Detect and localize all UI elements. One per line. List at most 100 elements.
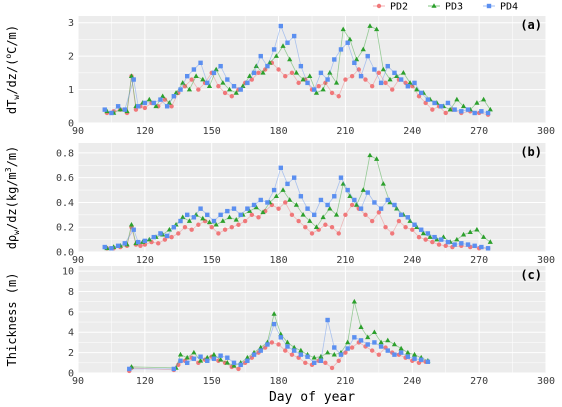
data-point bbox=[196, 87, 201, 92]
data-point bbox=[117, 106, 123, 112]
data-point bbox=[180, 214, 186, 220]
data-point bbox=[185, 360, 190, 366]
data-point bbox=[372, 67, 377, 72]
data-point bbox=[351, 298, 357, 304]
data-point bbox=[298, 347, 304, 353]
data-point bbox=[169, 234, 174, 240]
data-point bbox=[405, 84, 411, 89]
series-line bbox=[129, 319, 429, 370]
data-point bbox=[115, 104, 121, 109]
data-point bbox=[222, 227, 228, 232]
data-point bbox=[367, 23, 373, 28]
data-point bbox=[358, 338, 364, 343]
data-point bbox=[245, 358, 250, 363]
data-point bbox=[474, 100, 480, 105]
data-point bbox=[407, 80, 413, 85]
data-point bbox=[142, 238, 148, 244]
data-point bbox=[367, 152, 373, 158]
data-point bbox=[465, 242, 471, 247]
data-point bbox=[278, 331, 284, 337]
data-point bbox=[369, 348, 375, 353]
data-point bbox=[420, 230, 427, 236]
data-point bbox=[487, 239, 493, 244]
data-point bbox=[231, 206, 237, 211]
data-point bbox=[276, 342, 281, 347]
data-point bbox=[485, 110, 491, 116]
legend-label: PD3 bbox=[445, 2, 463, 13]
data-point bbox=[211, 356, 217, 361]
data-point bbox=[135, 104, 141, 109]
panel-2: 90 120 150 180 210 240 270 300 0 2 4 6 8 10 (c) Thickne… bbox=[5, 266, 555, 405]
series-pd4 bbox=[102, 165, 491, 251]
data-point bbox=[293, 70, 299, 75]
y-axis-label-sub: w bbox=[12, 95, 21, 100]
data-point bbox=[184, 354, 190, 360]
data-point bbox=[358, 206, 364, 211]
y-tick-label: 0 bbox=[68, 119, 74, 130]
data-point bbox=[398, 212, 404, 218]
data-point bbox=[407, 218, 413, 223]
data-point bbox=[343, 212, 348, 218]
data-point bbox=[247, 208, 253, 213]
data-point bbox=[122, 107, 127, 112]
data-point bbox=[122, 241, 127, 246]
data-point bbox=[459, 241, 464, 246]
x-tick-label: 210 bbox=[336, 126, 354, 137]
data-point bbox=[323, 222, 328, 227]
data-point bbox=[280, 187, 286, 192]
data-point bbox=[327, 70, 333, 75]
x-tick-label: 120 bbox=[136, 376, 154, 387]
series-pd3 bbox=[104, 23, 493, 115]
data-point bbox=[284, 339, 291, 345]
data-point bbox=[283, 200, 288, 205]
series-pd2 bbox=[104, 200, 491, 251]
data-point bbox=[245, 80, 250, 86]
data-point bbox=[385, 337, 391, 343]
data-point bbox=[151, 234, 156, 240]
data-point bbox=[166, 100, 172, 105]
data-point bbox=[102, 107, 107, 112]
data-point bbox=[311, 354, 317, 360]
data-point bbox=[229, 94, 234, 99]
data-point bbox=[133, 107, 139, 112]
data-point bbox=[378, 80, 384, 86]
data-point bbox=[283, 73, 288, 79]
data-point bbox=[156, 241, 161, 246]
data-point bbox=[416, 234, 422, 240]
data-point bbox=[325, 349, 331, 355]
y-axis-label-pre: Thickness (m) bbox=[5, 273, 19, 367]
data-point bbox=[329, 90, 335, 96]
data-point bbox=[349, 73, 355, 79]
data-point bbox=[323, 80, 328, 86]
data-point bbox=[398, 350, 404, 355]
data-point bbox=[271, 187, 277, 193]
data-point bbox=[296, 218, 301, 224]
x-tick-label: 150 bbox=[203, 376, 221, 387]
x-tick-label: 270 bbox=[470, 376, 488, 387]
data-point bbox=[263, 67, 268, 72]
data-point bbox=[349, 202, 355, 208]
data-point bbox=[403, 225, 408, 230]
data-point bbox=[405, 215, 411, 220]
data-point bbox=[198, 60, 203, 66]
data-point bbox=[193, 73, 199, 78]
data-point bbox=[209, 225, 214, 230]
data-point bbox=[390, 231, 395, 236]
data-point bbox=[213, 66, 219, 72]
x-axis-label: Day of year bbox=[269, 390, 355, 405]
legend-label: PD2 bbox=[390, 2, 408, 13]
legend-label: PD4 bbox=[500, 2, 518, 13]
data-point bbox=[485, 246, 491, 251]
data-point bbox=[177, 351, 184, 357]
data-point bbox=[298, 352, 304, 357]
data-point bbox=[387, 199, 393, 205]
data-point bbox=[423, 237, 428, 242]
data-point bbox=[392, 202, 397, 208]
y-tick-label: 4 bbox=[68, 328, 74, 339]
data-point bbox=[394, 73, 400, 78]
x-tick-label: 210 bbox=[336, 255, 354, 266]
data-point bbox=[162, 97, 168, 102]
data-point bbox=[231, 360, 237, 366]
data-point bbox=[240, 83, 246, 89]
